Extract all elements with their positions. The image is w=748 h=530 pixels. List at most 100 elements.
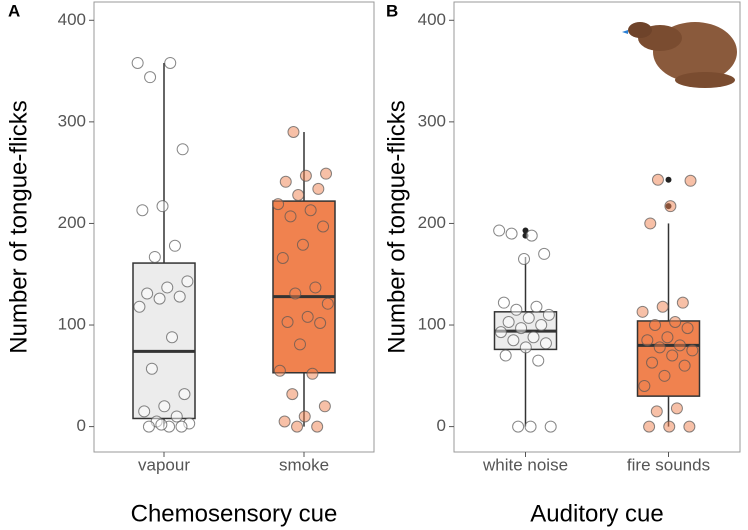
point [176,143,189,156]
x-tick-label: fire sounds [627,455,710,474]
point [532,354,545,367]
point [681,322,694,335]
point [175,420,188,433]
point [144,71,157,84]
point [301,310,314,323]
point [519,341,532,354]
point [497,296,510,309]
point [656,300,669,313]
point [145,362,158,375]
point [646,356,659,369]
x-axis-label: Auditory cue [530,500,663,527]
point [515,322,528,335]
point [156,200,169,213]
point [148,250,161,263]
point [321,297,334,310]
point [173,290,186,303]
y-tick-label: 300 [58,111,86,130]
point [518,252,531,265]
x-tick-label: white noise [482,455,568,474]
point [291,420,304,433]
point [298,410,311,423]
point [155,418,168,431]
point [317,220,330,233]
point [683,420,696,433]
point [131,56,144,69]
point [284,210,297,223]
point [299,169,312,182]
point [133,300,146,313]
point [510,303,523,316]
point [170,410,183,423]
point [502,315,515,328]
point [158,400,171,413]
point [661,331,674,344]
point [311,420,324,433]
point [296,238,309,251]
panel-label: B [386,1,398,20]
lizard-icon [622,22,737,88]
point [281,315,294,328]
plot-border [93,1,375,453]
point [493,224,506,237]
point [527,331,540,344]
point [641,334,654,347]
point [499,349,512,362]
y-tick-label: 400 [418,10,446,29]
plot-border [453,1,741,453]
point [166,331,179,344]
point [522,311,535,324]
point [664,200,677,213]
x-axis-label: Chemosensory cue [131,500,338,527]
point [649,319,662,332]
y-tick-label: 0 [77,416,86,435]
point [542,308,555,321]
point [673,339,686,352]
point [636,305,649,318]
point [670,402,683,415]
point [507,334,520,347]
x-tick-label: smoke [279,455,329,474]
y-tick-label: 200 [58,213,86,232]
x-tick-label: vapour [138,455,190,474]
point [643,420,656,433]
point [663,420,676,433]
point [650,405,663,418]
point [138,405,151,418]
y-tick-label: 300 [418,111,446,130]
point [544,420,557,433]
point [644,217,657,230]
point [653,341,666,354]
point [273,364,286,377]
y-tick-label: 400 [58,10,86,29]
point [272,198,285,211]
point [287,126,300,139]
point [278,415,291,428]
point [525,229,538,242]
point [684,174,697,187]
point [314,316,327,329]
y-axis-label: Number of tongue-flicks [383,100,410,353]
panel-label: A [8,1,20,20]
point [651,173,664,186]
point [293,338,306,351]
point [142,420,155,433]
point [538,247,551,260]
point [320,167,333,180]
point [318,400,331,413]
y-axis-label: Number of tongue-flicks [5,100,32,353]
point [686,344,699,357]
point [178,388,191,401]
y-tick-label: 100 [58,315,86,334]
point [286,388,299,401]
point [678,359,691,372]
point [168,239,181,252]
point [494,326,507,339]
point [539,337,552,350]
point [309,281,322,294]
point [289,287,302,300]
point [292,189,305,202]
point [505,227,518,240]
point [276,251,289,264]
point [535,319,548,332]
